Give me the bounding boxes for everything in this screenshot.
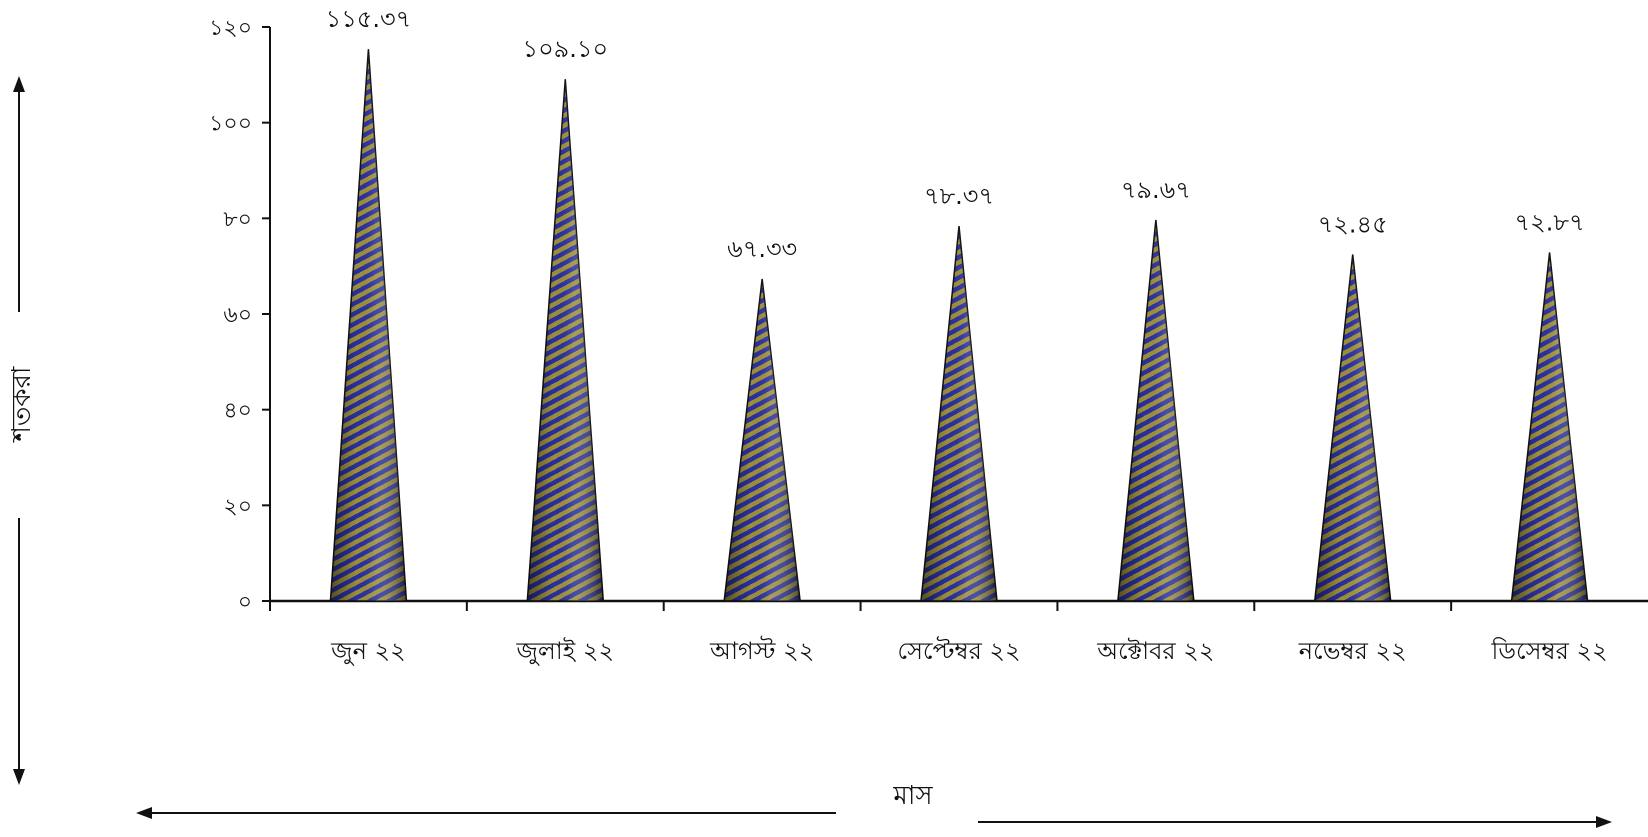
y-tick-label: ৮০ xyxy=(223,207,252,232)
x-axis-title-group: মাস xyxy=(136,781,1612,828)
y-tick-label: ০ xyxy=(238,590,252,615)
category-label: জুলাই ২২ xyxy=(515,637,614,666)
cone-bar xyxy=(1313,254,1392,602)
data-label: ৭২.৮৭ xyxy=(1515,208,1585,236)
y-tick-label: ২০ xyxy=(223,494,252,519)
data-label: ৬৭.৩৩ xyxy=(727,235,797,263)
cone-shading xyxy=(724,278,801,601)
cone-bar xyxy=(1510,252,1589,602)
category-label: জুন ২২ xyxy=(330,637,406,666)
data-label: ১১৫.৩৭ xyxy=(326,5,412,33)
cone-shading xyxy=(921,226,997,601)
x-arrow-right-head xyxy=(1596,816,1612,828)
category-label: নভেম্বর ২২ xyxy=(1298,637,1407,665)
cone-shading xyxy=(1511,252,1588,601)
cone-bar xyxy=(723,278,801,602)
category-label: অক্টোবর ২২ xyxy=(1096,637,1214,665)
data-label: ৭৮.৩৭ xyxy=(924,182,994,210)
cone-bar xyxy=(1117,219,1195,602)
category-labels: জুন ২২ জুলাই ২২ আগস্ট ২২ সেপ্টেম্বর ২২ অক্টো… xyxy=(330,636,1608,666)
cone-shading xyxy=(330,49,407,601)
x-axis-title: মাস xyxy=(892,781,933,811)
data-label: ১০৯.১০ xyxy=(523,35,609,63)
cone-shading xyxy=(1117,219,1194,601)
cone-shading xyxy=(527,79,604,602)
data-labels: ১১৫.৩৭ ১০৯.১০ ৬৭.৩৩ ৭৮.৩৭ ৭৯.৬৭ ৭২.৪৫ ৭২.৮৭ xyxy=(326,5,1585,263)
y-tick-label: ১২০ xyxy=(209,16,252,41)
cone-bar xyxy=(329,49,408,602)
bars xyxy=(329,49,1589,602)
category-label: আগস্ট ২২ xyxy=(709,636,814,665)
y-axis-title: শতকরা xyxy=(7,366,37,443)
category-label: সেপ্টেম্বর ২২ xyxy=(897,636,1020,665)
y-axis: ০ ২০ ৪০ ৬০ ৮০ ১০০ ১২০ xyxy=(209,16,271,615)
x-axis xyxy=(269,599,1648,611)
category-label: ডিসেম্বর ২২ xyxy=(1490,637,1607,665)
y-tick-label: ১০০ xyxy=(209,112,252,137)
y-arrow-down-head xyxy=(13,769,25,785)
cone-shading xyxy=(1314,254,1391,601)
y-tick-label: ৪০ xyxy=(223,399,252,424)
y-tick-label: ৬০ xyxy=(223,303,252,328)
data-label: ৭২.৪৫ xyxy=(1318,210,1388,238)
y-arrow-up-head xyxy=(13,76,25,92)
y-axis-title-group: শতকরা xyxy=(7,76,37,785)
x-arrow-left-head xyxy=(136,807,152,819)
data-label: ৭৯.৬৭ xyxy=(1121,176,1191,204)
cone-bar xyxy=(526,79,605,602)
cone-bar xyxy=(920,226,998,602)
